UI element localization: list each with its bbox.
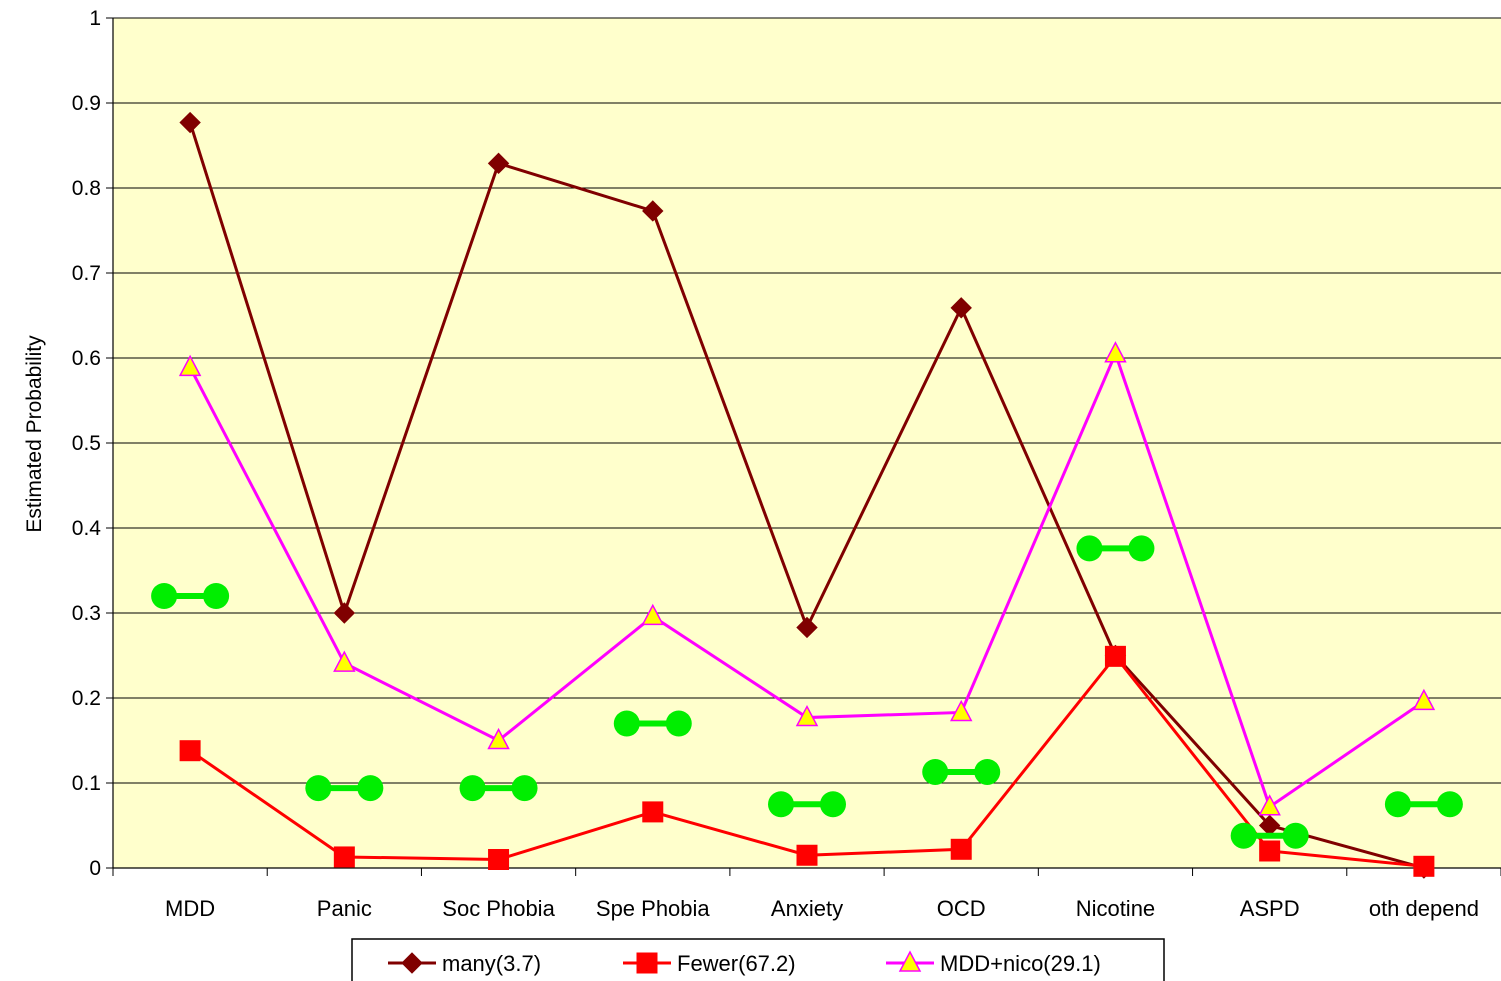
- x-tick-label: Nicotine: [1076, 896, 1155, 921]
- x-tick-label: Panic: [317, 896, 372, 921]
- triangle-marker: [641, 603, 665, 626]
- y-tick-label: 0.5: [72, 432, 101, 455]
- square-marker: [950, 838, 972, 860]
- green-dumbbell: [305, 775, 384, 802]
- dumbbell-end: [1436, 791, 1463, 818]
- y-tick-label: 0.8: [72, 177, 101, 200]
- legend-label: MDD+nico(29.1): [940, 951, 1101, 976]
- triangle-marker: [333, 650, 356, 672]
- y-tick-label: 0.9: [72, 92, 101, 115]
- x-tick-labels: MDD Panic Soc Phobia Spe Phobia Anxiety OCD Ni…: [165, 896, 1479, 921]
- green-dumbbell: [1076, 535, 1155, 562]
- dumbbell-end: [1282, 822, 1309, 849]
- diamond-marker: [333, 602, 356, 624]
- y-tick-label: 0.3: [72, 602, 101, 625]
- square-marker: [642, 801, 664, 823]
- legend-label: many(3.7): [442, 951, 541, 976]
- green-dumbbell: [768, 791, 846, 818]
- y-tick-label: 0.4: [72, 517, 102, 540]
- y-axis-title: Estimated Probability: [23, 335, 46, 533]
- triangle-marker: [795, 704, 819, 727]
- green-dumbbell: [1384, 791, 1463, 818]
- triangle-marker: [487, 727, 510, 750]
- square-marker: [179, 740, 201, 762]
- square-marker: [636, 952, 658, 974]
- green-dumbbell: [459, 775, 538, 802]
- x-tick-label: oth depend: [1369, 896, 1479, 921]
- dumbbell-end: [1128, 535, 1155, 562]
- green-dumbbell: [151, 583, 230, 609]
- legend-item: many(3.7): [388, 951, 541, 976]
- dumbbell-end: [305, 775, 332, 802]
- diamond-marker: [487, 152, 510, 175]
- triangle-marker: [178, 354, 202, 377]
- y-tick-labels: 0 0.1 0.2 0.3 0.4 0.5 0.6 0.7 0.8 0.9 1: [72, 7, 102, 880]
- square-marker: [333, 846, 355, 868]
- diamond-marker: [179, 111, 201, 134]
- dumbbell-end: [459, 775, 486, 802]
- dumbbell-end: [151, 583, 178, 609]
- green-dumbbell: [922, 758, 1001, 785]
- dumbbell-end: [1230, 822, 1257, 849]
- green-dumbbell: [613, 710, 692, 737]
- x-tick-label: Soc Phobia: [442, 896, 555, 921]
- dumbbell-end: [1076, 535, 1103, 562]
- dumbbell-end: [613, 710, 640, 737]
- dumbbell-end: [768, 791, 794, 818]
- square-marker: [1104, 645, 1126, 667]
- green-dumbbell: [1230, 822, 1309, 849]
- y-tick-label: 0.7: [72, 262, 101, 285]
- y-tick-label: 0.2: [72, 687, 101, 710]
- legend-label: Fewer(67.2): [677, 951, 796, 976]
- diamond-marker: [950, 297, 972, 319]
- x-tick-label: OCD: [937, 896, 986, 921]
- square-marker: [1413, 855, 1435, 877]
- dumbbell-end: [203, 583, 230, 609]
- green-dumbbell-layer: [151, 535, 1463, 849]
- y-tick-label: 0.1: [72, 772, 101, 795]
- legend-item: Fewer(67.2): [623, 951, 796, 976]
- dumbbell-end: [511, 775, 538, 802]
- square-marker: [488, 849, 510, 870]
- x-tick-label: MDD: [165, 896, 215, 921]
- triangle-marker: [1412, 688, 1436, 711]
- y-tick-label: 1: [89, 7, 101, 30]
- triangle-marker: [949, 699, 973, 722]
- x-tick-label: Spe Phobia: [596, 896, 711, 921]
- x-tick-label: ASPD: [1240, 896, 1300, 921]
- legend-box: [351, 938, 1165, 981]
- dumbbell-end: [820, 791, 846, 818]
- diamond-marker: [796, 616, 818, 639]
- x-tick-label: Anxiety: [771, 896, 843, 921]
- axes: [106, 17, 1501, 876]
- y-tick-label: 0: [89, 857, 101, 880]
- square-marker: [1259, 840, 1281, 862]
- series-markers-1: [179, 645, 1435, 877]
- series-markers-2: [178, 341, 1436, 816]
- dumbbell-end: [922, 758, 949, 785]
- diamond-marker: [401, 952, 423, 974]
- legend-item: MDD+nico(29.1): [886, 950, 1101, 976]
- dumbbell-end: [665, 710, 692, 737]
- diamond-marker: [642, 200, 664, 222]
- triangle-marker: [898, 950, 922, 972]
- triangle-marker: [1258, 794, 1281, 816]
- dumbbell-end: [974, 758, 1001, 785]
- dumbbell-end: [1384, 791, 1411, 818]
- triangle-marker: [1104, 341, 1127, 363]
- y-tick-label: 0.6: [72, 347, 101, 370]
- dumbbell-end: [357, 775, 384, 802]
- legend: many(3.7) Fewer(67.2) MDD+nico(29.1): [351, 938, 1165, 981]
- square-marker: [796, 844, 818, 866]
- series-layer: [178, 111, 1436, 879]
